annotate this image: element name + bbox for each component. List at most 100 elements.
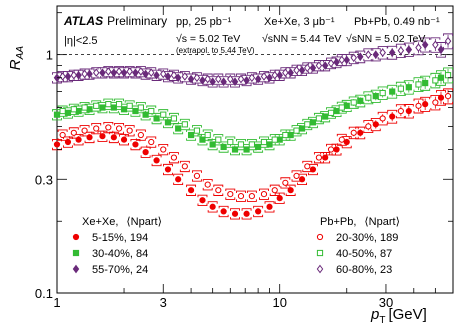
- y-tick-label: 1: [46, 48, 53, 63]
- data-point: [389, 88, 396, 95]
- data-point: [99, 104, 106, 111]
- data-point: [105, 124, 112, 131]
- data-point: [237, 193, 245, 200]
- pp-label: pp, 25 pb⁻¹: [176, 16, 232, 28]
- data-point: [432, 99, 439, 106]
- data-point: [86, 69, 93, 79]
- sys-box: [140, 146, 151, 158]
- y-axis-label: RAA: [7, 46, 26, 71]
- data-point: [422, 79, 429, 87]
- sys-box: [151, 154, 162, 167]
- data-point: [193, 73, 201, 83]
- data-point: [181, 72, 189, 81]
- data-point: [357, 52, 364, 62]
- x-axis-label: pT [GeV]: [370, 306, 427, 326]
- data-point: [215, 136, 222, 143]
- atlas-label: ATLAS Preliminary: [63, 14, 167, 28]
- series-6: [57, 33, 453, 85]
- data-point: [227, 138, 234, 146]
- data-point: [115, 67, 123, 76]
- data-point: [266, 141, 273, 148]
- data-point: [204, 181, 211, 188]
- data-point: [444, 36, 452, 46]
- data-point: [132, 141, 139, 148]
- sys-box: [68, 103, 79, 116]
- sys-box: [413, 98, 424, 114]
- sys-box: [302, 160, 313, 173]
- sys-box: [179, 118, 190, 131]
- data-point: [388, 48, 396, 57]
- data-point: [315, 154, 323, 161]
- sys-box: [291, 125, 302, 137]
- sys-box: [348, 126, 359, 140]
- sys-box: [114, 98, 125, 110]
- data-point: [170, 70, 178, 80]
- sys-box: [135, 129, 146, 141]
- data-point: [260, 72, 268, 81]
- data-point: [248, 73, 256, 83]
- sys-box: [443, 33, 453, 50]
- sys-box: [103, 65, 114, 78]
- data-point: [350, 99, 357, 106]
- pbpb-lumi-label: Pb+Pb, 0.49 nb⁻¹: [354, 16, 440, 28]
- data-point: [181, 121, 188, 128]
- data-point: [237, 74, 245, 84]
- sys-box: [135, 102, 146, 114]
- data-point: [350, 129, 357, 136]
- sys-box: [436, 70, 446, 86]
- sys-box: [146, 105, 157, 117]
- sys-box: [313, 60, 324, 72]
- data-point: [120, 68, 128, 78]
- data-point: [444, 93, 452, 100]
- data-point: [110, 104, 117, 111]
- data-point: [415, 43, 422, 52]
- data-point: [298, 125, 306, 132]
- data-point: [287, 131, 294, 139]
- data-point: [282, 131, 289, 139]
- data-point: [255, 208, 262, 215]
- sys-box: [225, 73, 236, 85]
- sys-box: [57, 105, 68, 117]
- eta-label: |η|<2.5: [64, 35, 98, 47]
- sys-box: [320, 152, 331, 164]
- sys-box: [191, 72, 202, 84]
- sys-box: [377, 46, 388, 60]
- legend-label: 20-30%, 189: [336, 232, 398, 244]
- data-point: [193, 127, 201, 134]
- sys-box: [91, 100, 102, 112]
- sys-box: [158, 68, 169, 80]
- sys-box: [146, 136, 157, 148]
- sys-box: [124, 100, 135, 112]
- legend-label: 55-70%, 24: [92, 264, 148, 276]
- sys-box: [197, 194, 208, 207]
- data-point: [397, 85, 404, 92]
- sys-box: [68, 127, 79, 139]
- sys-box: [430, 37, 441, 53]
- x-tick-label: 30: [379, 295, 393, 310]
- legend-pbpb-title: Pb+Pb, ⟨Npart⟩: [320, 216, 400, 228]
- sys-box: [291, 170, 302, 182]
- sys-box: [264, 201, 275, 213]
- sys-box: [313, 152, 324, 164]
- data-point: [405, 84, 412, 91]
- data-point: [372, 93, 379, 100]
- data-point: [343, 138, 350, 146]
- data-point: [357, 97, 364, 104]
- sys-box: [225, 136, 236, 148]
- data-point: [126, 67, 133, 76]
- sys-box: [285, 184, 296, 196]
- sys-box: [236, 73, 246, 85]
- sys-box: [377, 86, 388, 100]
- sys-box: [186, 184, 197, 196]
- sys-box: [79, 125, 90, 137]
- sys-box: [348, 51, 359, 65]
- sys-box: [218, 205, 229, 218]
- data-point: [389, 113, 396, 120]
- axes-group: 1 3 10 30 0.1 0.3 1: [35, 6, 454, 310]
- data-point: [181, 163, 188, 170]
- sys-box: [387, 84, 398, 99]
- sys-box: [191, 170, 202, 182]
- sys-box: [302, 62, 313, 74]
- data-point: [193, 172, 201, 179]
